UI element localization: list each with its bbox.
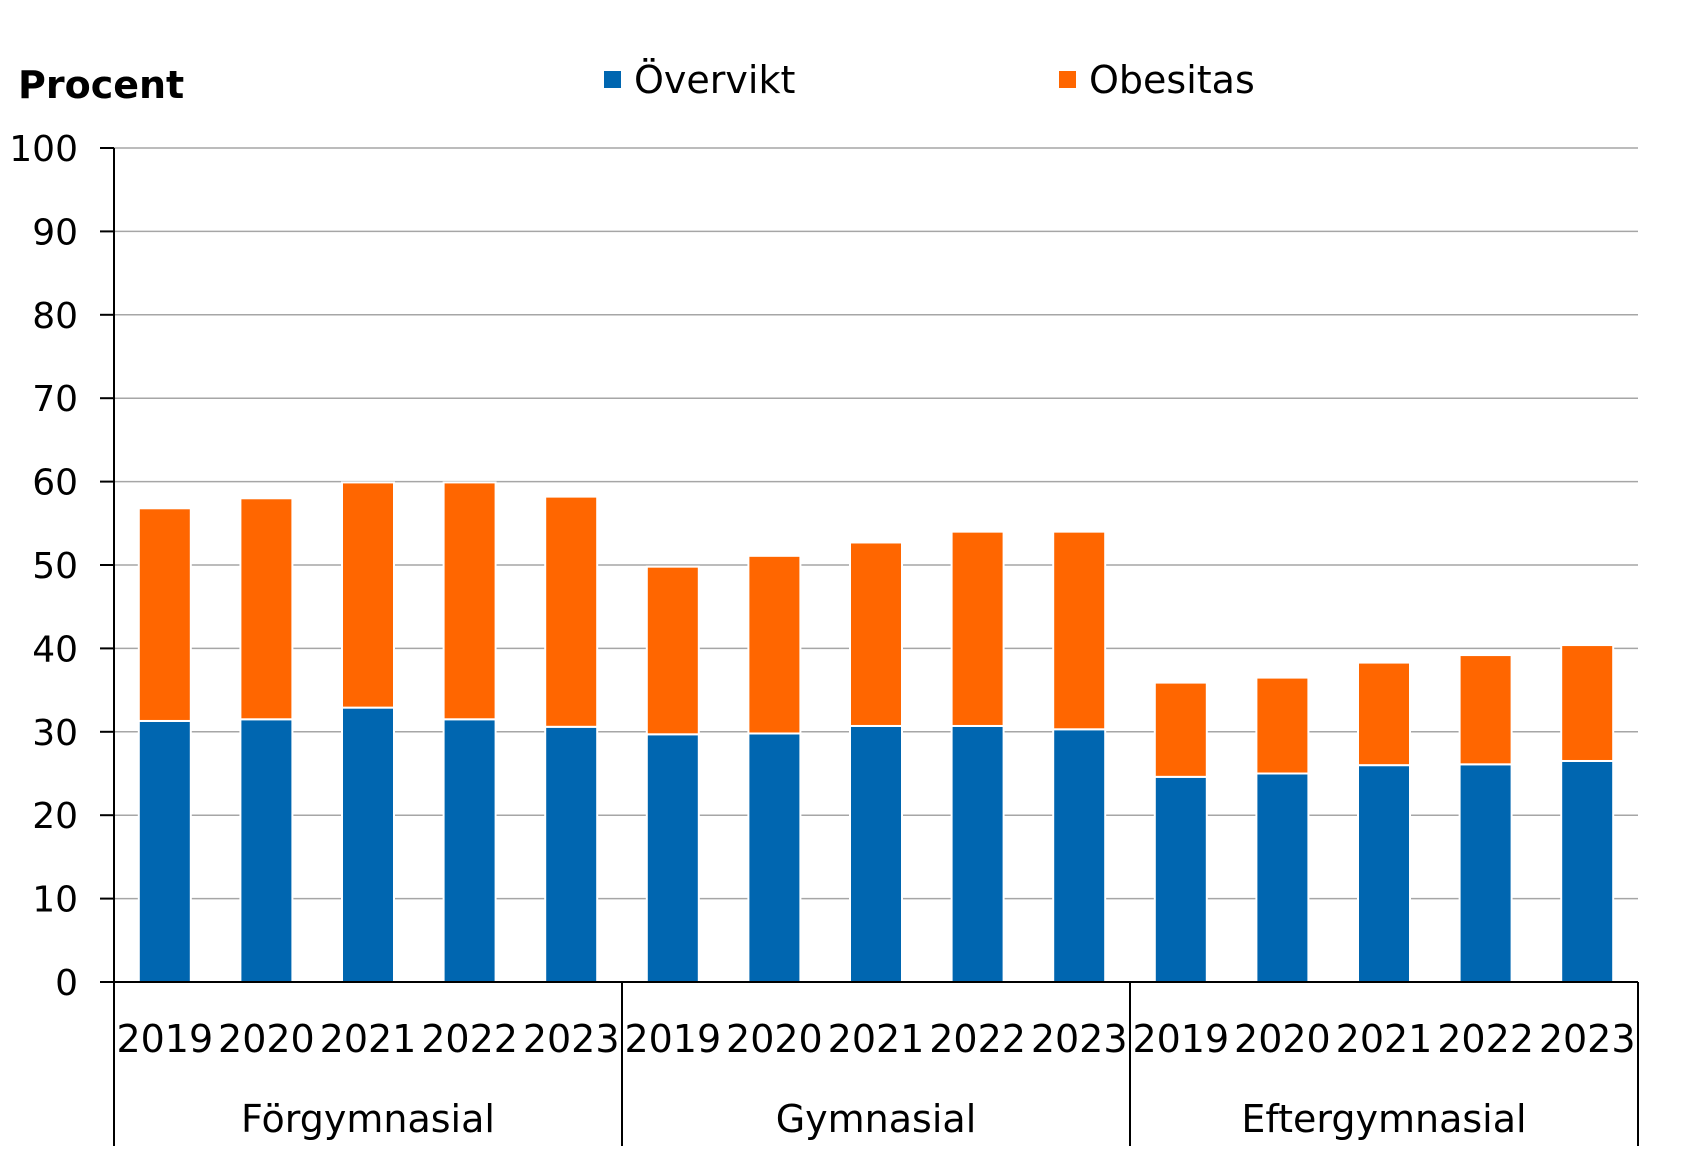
group-label-gymnasial: Gymnasial — [776, 1097, 977, 1141]
bar-obesitas-gymnasial-2022 — [950, 530, 1005, 727]
bar-obesitas-eftergymnasial-2022 — [1458, 654, 1513, 766]
bar-obesitas-frgymnasial-2020 — [239, 497, 294, 721]
x-tick-label-eftergymnasial-2021: 2021 — [1336, 1017, 1433, 1061]
bar-obesitas-frgymnasial-2023 — [544, 495, 599, 728]
bar-vervikt-eftergymnasial-2020 — [1255, 772, 1310, 983]
bar-vervikt-gymnasial-2022 — [950, 724, 1005, 983]
bar-vervikt-frgymnasial-2022 — [442, 718, 497, 983]
legend: Övervikt Obesitas — [604, 58, 1255, 102]
y-tick-label-90: 90 — [32, 212, 78, 253]
x-tick-label-eftergymnasial-2019: 2019 — [1132, 1017, 1229, 1061]
x-tick-label-gymnasial-2022: 2022 — [929, 1017, 1026, 1061]
x-tick-label-frgymnasial-2020: 2020 — [218, 1017, 315, 1061]
group-label-eftergymnasial: Eftergymnasial — [1241, 1097, 1526, 1141]
x-tick-label-eftergymnasial-2022: 2022 — [1437, 1017, 1534, 1061]
bar-vervikt-frgymnasial-2019 — [137, 719, 192, 983]
x-tick-label-frgymnasial-2021: 2021 — [320, 1017, 417, 1061]
legend-swatch-overvikt — [604, 71, 621, 88]
legend-item-overvikt: Övervikt — [604, 58, 795, 102]
bar-vervikt-gymnasial-2020 — [747, 732, 802, 984]
y-tick-label-80: 80 — [32, 296, 78, 337]
legend-label-obesitas: Obesitas — [1089, 58, 1255, 102]
y-axis-title: Procent — [18, 63, 184, 107]
y-tick-label-40: 40 — [32, 629, 78, 670]
bar-vervikt-eftergymnasial-2021 — [1357, 764, 1411, 983]
bar-obesitas-frgymnasial-2022 — [442, 481, 497, 721]
x-tick-label-frgymnasial-2023: 2023 — [523, 1017, 620, 1061]
bar-vervikt-gymnasial-2023 — [1052, 728, 1107, 983]
axes — [100, 147, 1639, 1146]
x-tick-label-frgymnasial-2022: 2022 — [421, 1017, 518, 1061]
bar-vervikt-frgymnasial-2021 — [341, 706, 395, 983]
bar-obesitas-frgymnasial-2019 — [137, 507, 192, 722]
x-tick-label-eftergymnasial-2023: 2023 — [1539, 1017, 1636, 1061]
x-tick-label-eftergymnasial-2020: 2020 — [1234, 1017, 1331, 1061]
x-tick-label-gymnasial-2020: 2020 — [726, 1017, 823, 1061]
bar-obesitas-eftergymnasial-2020 — [1255, 676, 1310, 775]
bar-vervikt-eftergymnasial-2019 — [1153, 775, 1208, 983]
bar-obesitas-gymnasial-2023 — [1052, 530, 1107, 731]
bar-obesitas-eftergymnasial-2021 — [1357, 661, 1411, 767]
x-tick-label-frgymnasial-2019: 2019 — [116, 1017, 213, 1061]
bar-vervikt-eftergymnasial-2022 — [1458, 763, 1513, 983]
bar-vervikt-gymnasial-2019 — [645, 733, 700, 983]
legend-swatch-obesitas — [1059, 71, 1076, 88]
bars — [137, 481, 1615, 984]
bar-obesitas-gymnasial-2019 — [645, 565, 700, 736]
bar-vervikt-frgymnasial-2023 — [544, 725, 599, 984]
bar-obesitas-gymnasial-2021 — [849, 541, 903, 727]
bar-obesitas-eftergymnasial-2019 — [1153, 681, 1208, 778]
y-tick-label-0: 0 — [55, 963, 78, 1004]
group-label-frgymnasial: Förgymnasial — [241, 1097, 495, 1141]
y-tick-label-50: 50 — [32, 546, 78, 587]
x-tick-label-gymnasial-2021: 2021 — [828, 1017, 925, 1061]
bar-vervikt-eftergymnasial-2023 — [1560, 759, 1615, 983]
y-tick-label-30: 30 — [32, 713, 78, 754]
y-tick-labels: 0 10 20 30 40 50 60 70 80 90 100 — [9, 129, 78, 1004]
y-tick-label-20: 20 — [32, 796, 78, 837]
bar-vervikt-frgymnasial-2020 — [239, 718, 294, 983]
legend-item-obesitas: Obesitas — [1059, 58, 1255, 102]
y-tick-label-70: 70 — [32, 379, 78, 420]
bar-vervikt-gymnasial-2021 — [849, 724, 903, 983]
y-tick-label-100: 100 — [9, 129, 78, 170]
y-tick-label-60: 60 — [32, 463, 78, 504]
bar-obesitas-frgymnasial-2021 — [341, 481, 395, 709]
x-tick-label-gymnasial-2023: 2023 — [1031, 1017, 1128, 1061]
legend-label-overvikt: Övervikt — [634, 58, 795, 102]
x-tick-label-gymnasial-2019: 2019 — [624, 1017, 721, 1061]
y-tick-label-10: 10 — [32, 880, 78, 921]
bar-obesitas-eftergymnasial-2023 — [1560, 644, 1615, 762]
bar-obesitas-gymnasial-2020 — [747, 554, 802, 735]
